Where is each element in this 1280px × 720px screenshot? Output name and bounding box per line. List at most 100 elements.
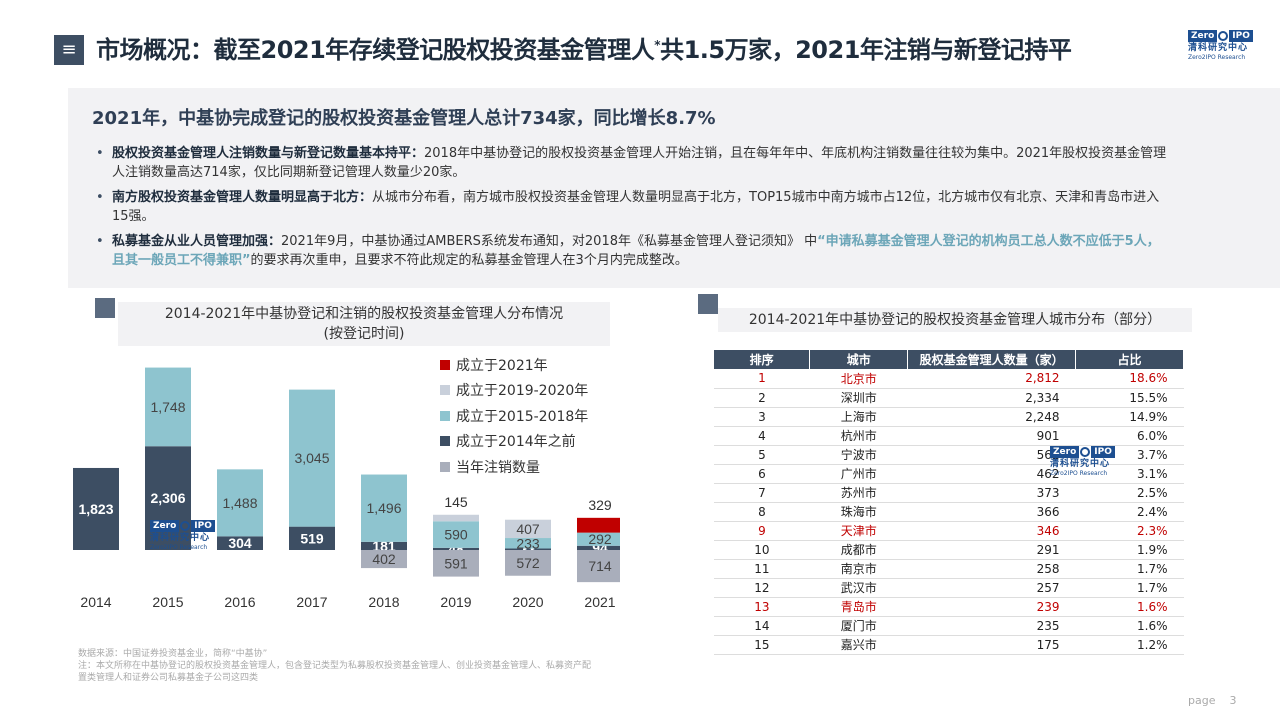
bar-segment	[433, 514, 479, 522]
bar-segment-negative	[505, 550, 551, 576]
data-label: 292	[588, 531, 612, 547]
data-label: 1,496	[366, 500, 401, 516]
legend-swatch	[440, 385, 450, 396]
cell-rank: 3	[714, 407, 810, 427]
legend-item: 成立于2021年	[440, 352, 588, 378]
table-row: 5 宁波市 562 3.7%	[714, 445, 1184, 465]
cell-count: 239	[907, 597, 1076, 617]
data-label: 1,748	[150, 399, 185, 415]
chart-title: 2014-2021年中基协登记和注销的股权投资基金管理人分布情况 (按登记时间)	[118, 302, 610, 346]
table-row: 12 武汉市 257 1.7%	[714, 578, 1184, 598]
cell-pct: 18.6%	[1075, 369, 1184, 389]
column-header: 股权基金管理人数量（家）	[907, 350, 1077, 369]
cell-city: 杭州市	[809, 426, 908, 446]
chart-title-line1: 2014-2021年中基协登记和注销的股权投资基金管理人分布情况	[164, 306, 564, 322]
cell-city: 上海市	[809, 407, 908, 427]
cell-pct: 15.5%	[1075, 388, 1184, 408]
section-marker-icon	[95, 298, 115, 318]
cell-city: 成都市	[809, 540, 908, 560]
legend-item: 成立于2019-2020年	[440, 378, 588, 404]
cell-count: 175	[907, 635, 1076, 655]
bar-segment	[145, 367, 191, 447]
table-header-row: 排序 城市 股权基金管理人数量（家） 占比	[714, 350, 1184, 369]
logo-ring-icon	[1080, 447, 1091, 457]
cell-city: 嘉兴市	[809, 635, 908, 655]
bullet-item: 南方股权投资基金管理人数量明显高于北方：从城市分布看，南方城市股权投资基金管理人…	[92, 188, 1172, 226]
bar-segment	[145, 446, 191, 550]
title-main: 市场概况：截至2021年存续登记股权投资基金管理人	[96, 36, 655, 64]
chart-legend: 成立于2021年 成立于2019-2020年 成立于2015-2018年 成立于…	[440, 352, 588, 480]
menu-icon[interactable]: ≡	[54, 35, 84, 65]
title-rest: 共1.5万家，2021年注销与新登记持平	[660, 36, 1072, 64]
data-label: 181	[372, 538, 396, 554]
cell-count: 346	[907, 521, 1076, 541]
cell-pct: 2.3%	[1075, 521, 1184, 541]
bar-segment-negative	[433, 550, 479, 577]
cell-pct: 3.1%	[1075, 464, 1184, 484]
bullet-heading: 股权投资基金管理人注销数量与新登记数量基本持平：	[112, 146, 425, 161]
table-body: 1 北京市 2,812 18.6% 2 深圳市 2,334 15.5% 3 上海市 2,248 14.…	[714, 369, 1184, 655]
cell-pct: 2.5%	[1075, 483, 1184, 503]
x-tick-label: 2018	[368, 594, 399, 610]
column-header: 城市	[809, 350, 909, 369]
logo-name-cn: 清科研究中心	[150, 533, 211, 543]
cell-city: 南京市	[809, 559, 908, 579]
cell-rank: 2	[714, 388, 810, 408]
data-label: 407	[516, 521, 540, 537]
data-label: 304	[228, 535, 252, 551]
bullet-text: 2018年中基协登记的股权投资基金管理人开始注销，且在每年年中、年底机构注销数量…	[112, 146, 1167, 180]
cell-pct: 1.6%	[1075, 597, 1184, 617]
column-header: 占比	[1075, 350, 1184, 369]
cell-pct: 1.6%	[1075, 616, 1184, 636]
brand-logo: Zero IPO 清科研究中心 Zero2IPO Research	[1188, 30, 1254, 62]
watermark-logo: Zero IPO 清科研究中心 Zero2IPO Research	[1050, 446, 1116, 478]
cell-rank: 8	[714, 502, 810, 522]
bullet-text: 从城市分布看，南方城市股权投资基金管理人数量明显高于北方，TOP15城市中南方城…	[112, 190, 1160, 224]
cell-count: 562	[907, 445, 1076, 465]
cell-count: 235	[907, 616, 1076, 636]
summary-headline: 2021年，中基协完成登记的股权投资基金管理人总计734家，同比增长8.7%	[92, 108, 716, 129]
table-row: 3 上海市 2,248 14.9%	[714, 407, 1184, 427]
bullet-text-end: 的要求再次重申，且要求不符此规定的私募基金管理人在3个月内完成整改。	[250, 253, 688, 268]
logo-name-cn: 清科研究中心	[1188, 43, 1249, 53]
data-label: 519	[300, 530, 324, 546]
summary-panel: 2021年，中基协完成登记的股权投资基金管理人总计734家，同比增长8.7% 股…	[68, 88, 1280, 288]
bar-segment	[505, 519, 551, 539]
bar-segment	[361, 474, 407, 542]
city-table: 排序 城市 股权基金管理人数量（家） 占比 1 北京市 2,812 18.6% 2 深圳市…	[714, 350, 1184, 655]
cell-rank: 1	[714, 369, 810, 389]
bar-segment	[73, 467, 119, 550]
cell-count: 291	[907, 540, 1076, 560]
data-label: 590	[444, 527, 468, 543]
cell-pct: 14.9%	[1075, 407, 1184, 427]
bar-segment	[505, 538, 551, 549]
cell-pct: 1.7%	[1075, 559, 1184, 579]
legend-swatch	[440, 436, 450, 447]
logo-name-en: Zero2IPO Research	[1188, 54, 1246, 61]
table-row: 14 厦门市 235 1.6%	[714, 616, 1184, 636]
table-row: 6 广州市 462 3.1%	[714, 464, 1184, 484]
bar-segment	[505, 548, 551, 550]
cell-city: 珠海市	[809, 502, 908, 522]
data-label: 1,488	[222, 495, 257, 511]
legend-label: 成立于2021年	[456, 357, 548, 374]
bar-segment-negative	[577, 550, 620, 583]
table-title: 2014-2021年中基协登记的股权投资基金管理人城市分布（部分）	[718, 308, 1192, 332]
cell-count: 2,334	[907, 388, 1076, 408]
logo-ring-icon	[180, 521, 191, 531]
page-label: page	[1188, 694, 1216, 707]
cell-count: 901	[907, 426, 1076, 446]
bar-segment	[433, 521, 479, 548]
table-row: 4 杭州市 901 6.0%	[714, 426, 1184, 446]
chart-title-line2: (按登记时间)	[323, 326, 405, 342]
cell-rank: 6	[714, 464, 810, 484]
bullet-heading: 南方股权投资基金管理人数量明显高于北方：	[112, 190, 373, 205]
x-tick-label: 2020	[512, 594, 543, 610]
legend-label: 当年注销数量	[456, 459, 540, 476]
cell-count: 373	[907, 483, 1076, 503]
cell-city: 天津市	[809, 521, 908, 541]
x-tick-label: 2016	[224, 594, 255, 610]
section-marker-icon	[698, 294, 718, 314]
data-label: 233	[516, 535, 540, 551]
legend-label: 成立于2015-2018年	[456, 408, 589, 425]
